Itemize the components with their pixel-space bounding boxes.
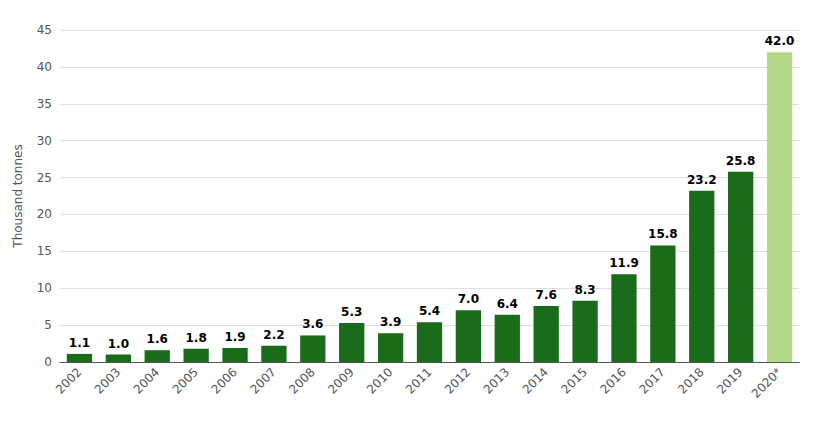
svg-text:30: 30 <box>37 134 52 148</box>
svg-text:10: 10 <box>37 281 52 295</box>
svg-text:7.6: 7.6 <box>536 288 557 302</box>
svg-text:42.0: 42.0 <box>765 34 795 48</box>
svg-text:2007: 2007 <box>247 365 278 396</box>
svg-text:5: 5 <box>44 318 52 332</box>
svg-text:23.2: 23.2 <box>687 173 717 187</box>
svg-text:15.8: 15.8 <box>648 227 678 241</box>
svg-text:2013: 2013 <box>481 365 512 396</box>
svg-text:2006: 2006 <box>209 365 240 396</box>
svg-text:2002: 2002 <box>53 365 84 396</box>
svg-text:1.0: 1.0 <box>108 337 129 351</box>
svg-text:3.9: 3.9 <box>380 315 401 329</box>
svg-text:5.4: 5.4 <box>419 304 440 318</box>
svg-text:Thousand tonnes: Thousand tonnes <box>11 144 25 248</box>
svg-text:2018: 2018 <box>675 365 706 396</box>
svg-text:2015: 2015 <box>559 365 590 396</box>
svg-text:2008: 2008 <box>286 365 317 396</box>
svg-text:2017: 2017 <box>636 365 667 396</box>
svg-text:2019: 2019 <box>714 365 745 396</box>
svg-text:1.8: 1.8 <box>185 331 206 345</box>
svg-text:2.2: 2.2 <box>263 328 284 342</box>
svg-text:45: 45 <box>37 23 52 37</box>
svg-text:11.9: 11.9 <box>609 256 639 270</box>
svg-text:25.8: 25.8 <box>726 154 756 168</box>
svg-text:7.0: 7.0 <box>458 292 479 306</box>
svg-text:6.4: 6.4 <box>497 297 518 311</box>
svg-text:8.3: 8.3 <box>574 283 595 297</box>
svg-text:1.6: 1.6 <box>147 332 168 346</box>
svg-text:35: 35 <box>37 97 52 111</box>
svg-text:2009: 2009 <box>325 365 356 396</box>
svg-text:25: 25 <box>37 171 52 185</box>
svg-text:2011: 2011 <box>403 365 434 396</box>
svg-text:5.3: 5.3 <box>341 305 362 319</box>
svg-text:2014: 2014 <box>520 365 551 396</box>
svg-text:2003: 2003 <box>92 365 123 396</box>
svg-text:2016: 2016 <box>597 365 628 396</box>
svg-text:0: 0 <box>44 355 52 369</box>
svg-text:15: 15 <box>37 244 52 258</box>
svg-text:2004: 2004 <box>131 365 162 396</box>
svg-text:40: 40 <box>37 60 52 74</box>
svg-text:2012: 2012 <box>442 365 473 396</box>
svg-text:1.1: 1.1 <box>69 336 90 350</box>
svg-text:3.6: 3.6 <box>302 317 323 331</box>
svg-text:2010: 2010 <box>364 365 395 396</box>
svg-text:2020*: 2020* <box>749 365 785 401</box>
svg-text:20: 20 <box>37 207 52 221</box>
svg-text:2005: 2005 <box>170 365 201 396</box>
svg-text:1.9: 1.9 <box>224 330 245 344</box>
